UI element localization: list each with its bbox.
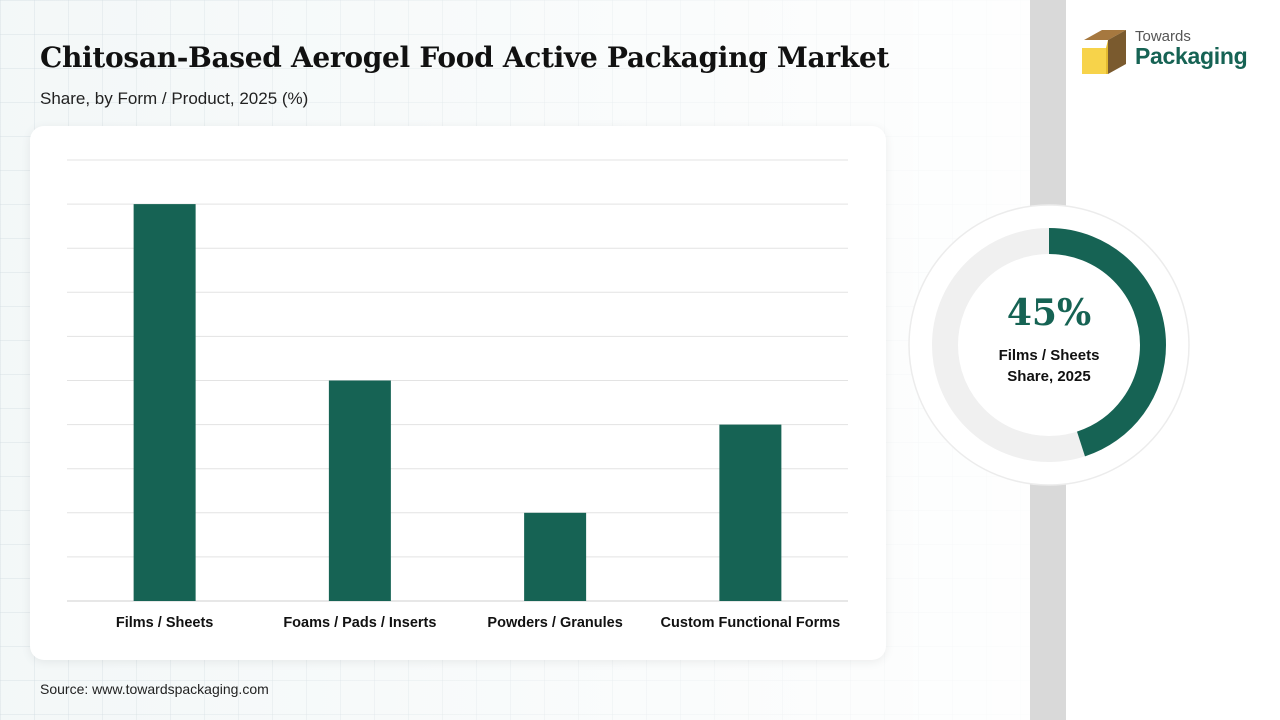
x-tick-label: Foams / Pads / Inserts: [283, 615, 436, 631]
donut-value-arc: [932, 228, 1166, 462]
x-tick-label: Custom Functional Forms: [661, 615, 841, 631]
bar-chart: Films / Sheets Foams / Pads / Inserts Powd…: [67, 159, 848, 631]
chart-subtitle: Share, by Form / Product, 2025 (%): [40, 89, 309, 108]
x-tick-label: Films / Sheets: [116, 615, 214, 631]
bar-powders-granules: [524, 512, 587, 601]
brand-name-line2: Packaging: [1135, 43, 1248, 69]
donut-caption-line2: Share, 2025: [1007, 368, 1091, 385]
bar-custom-functional-forms: [719, 424, 782, 601]
x-tick-label: Powders / Granules: [487, 615, 622, 631]
donut-caption-line1: Films / Sheets: [998, 347, 1100, 364]
source-note: Source: www.towardspackaging.com: [40, 681, 269, 697]
x-axis-labels: Films / Sheets Foams / Pads / Inserts Powd…: [116, 615, 840, 631]
brand-name-line1: Towards: [1135, 28, 1191, 45]
bars: [133, 204, 782, 601]
grid-lines: [67, 159, 848, 602]
donut-value: 45%: [1006, 292, 1092, 334]
brand-logo[interactable]: Towards Packaging: [1082, 28, 1262, 78]
chart-title: Chitosan-Based Aerogel Food Active Packa…: [40, 41, 890, 74]
box-logo-icon: [1082, 30, 1126, 74]
donut-caption: Films / Sheets Share, 2025: [908, 345, 1190, 387]
bar-foams-pads-inserts: [328, 380, 391, 601]
share-donut: 45% Films / Sheets Share, 2025: [908, 204, 1190, 486]
chart-card: Films / Sheets Foams / Pads / Inserts Powd…: [30, 126, 886, 660]
bar-films-sheets: [133, 204, 196, 601]
